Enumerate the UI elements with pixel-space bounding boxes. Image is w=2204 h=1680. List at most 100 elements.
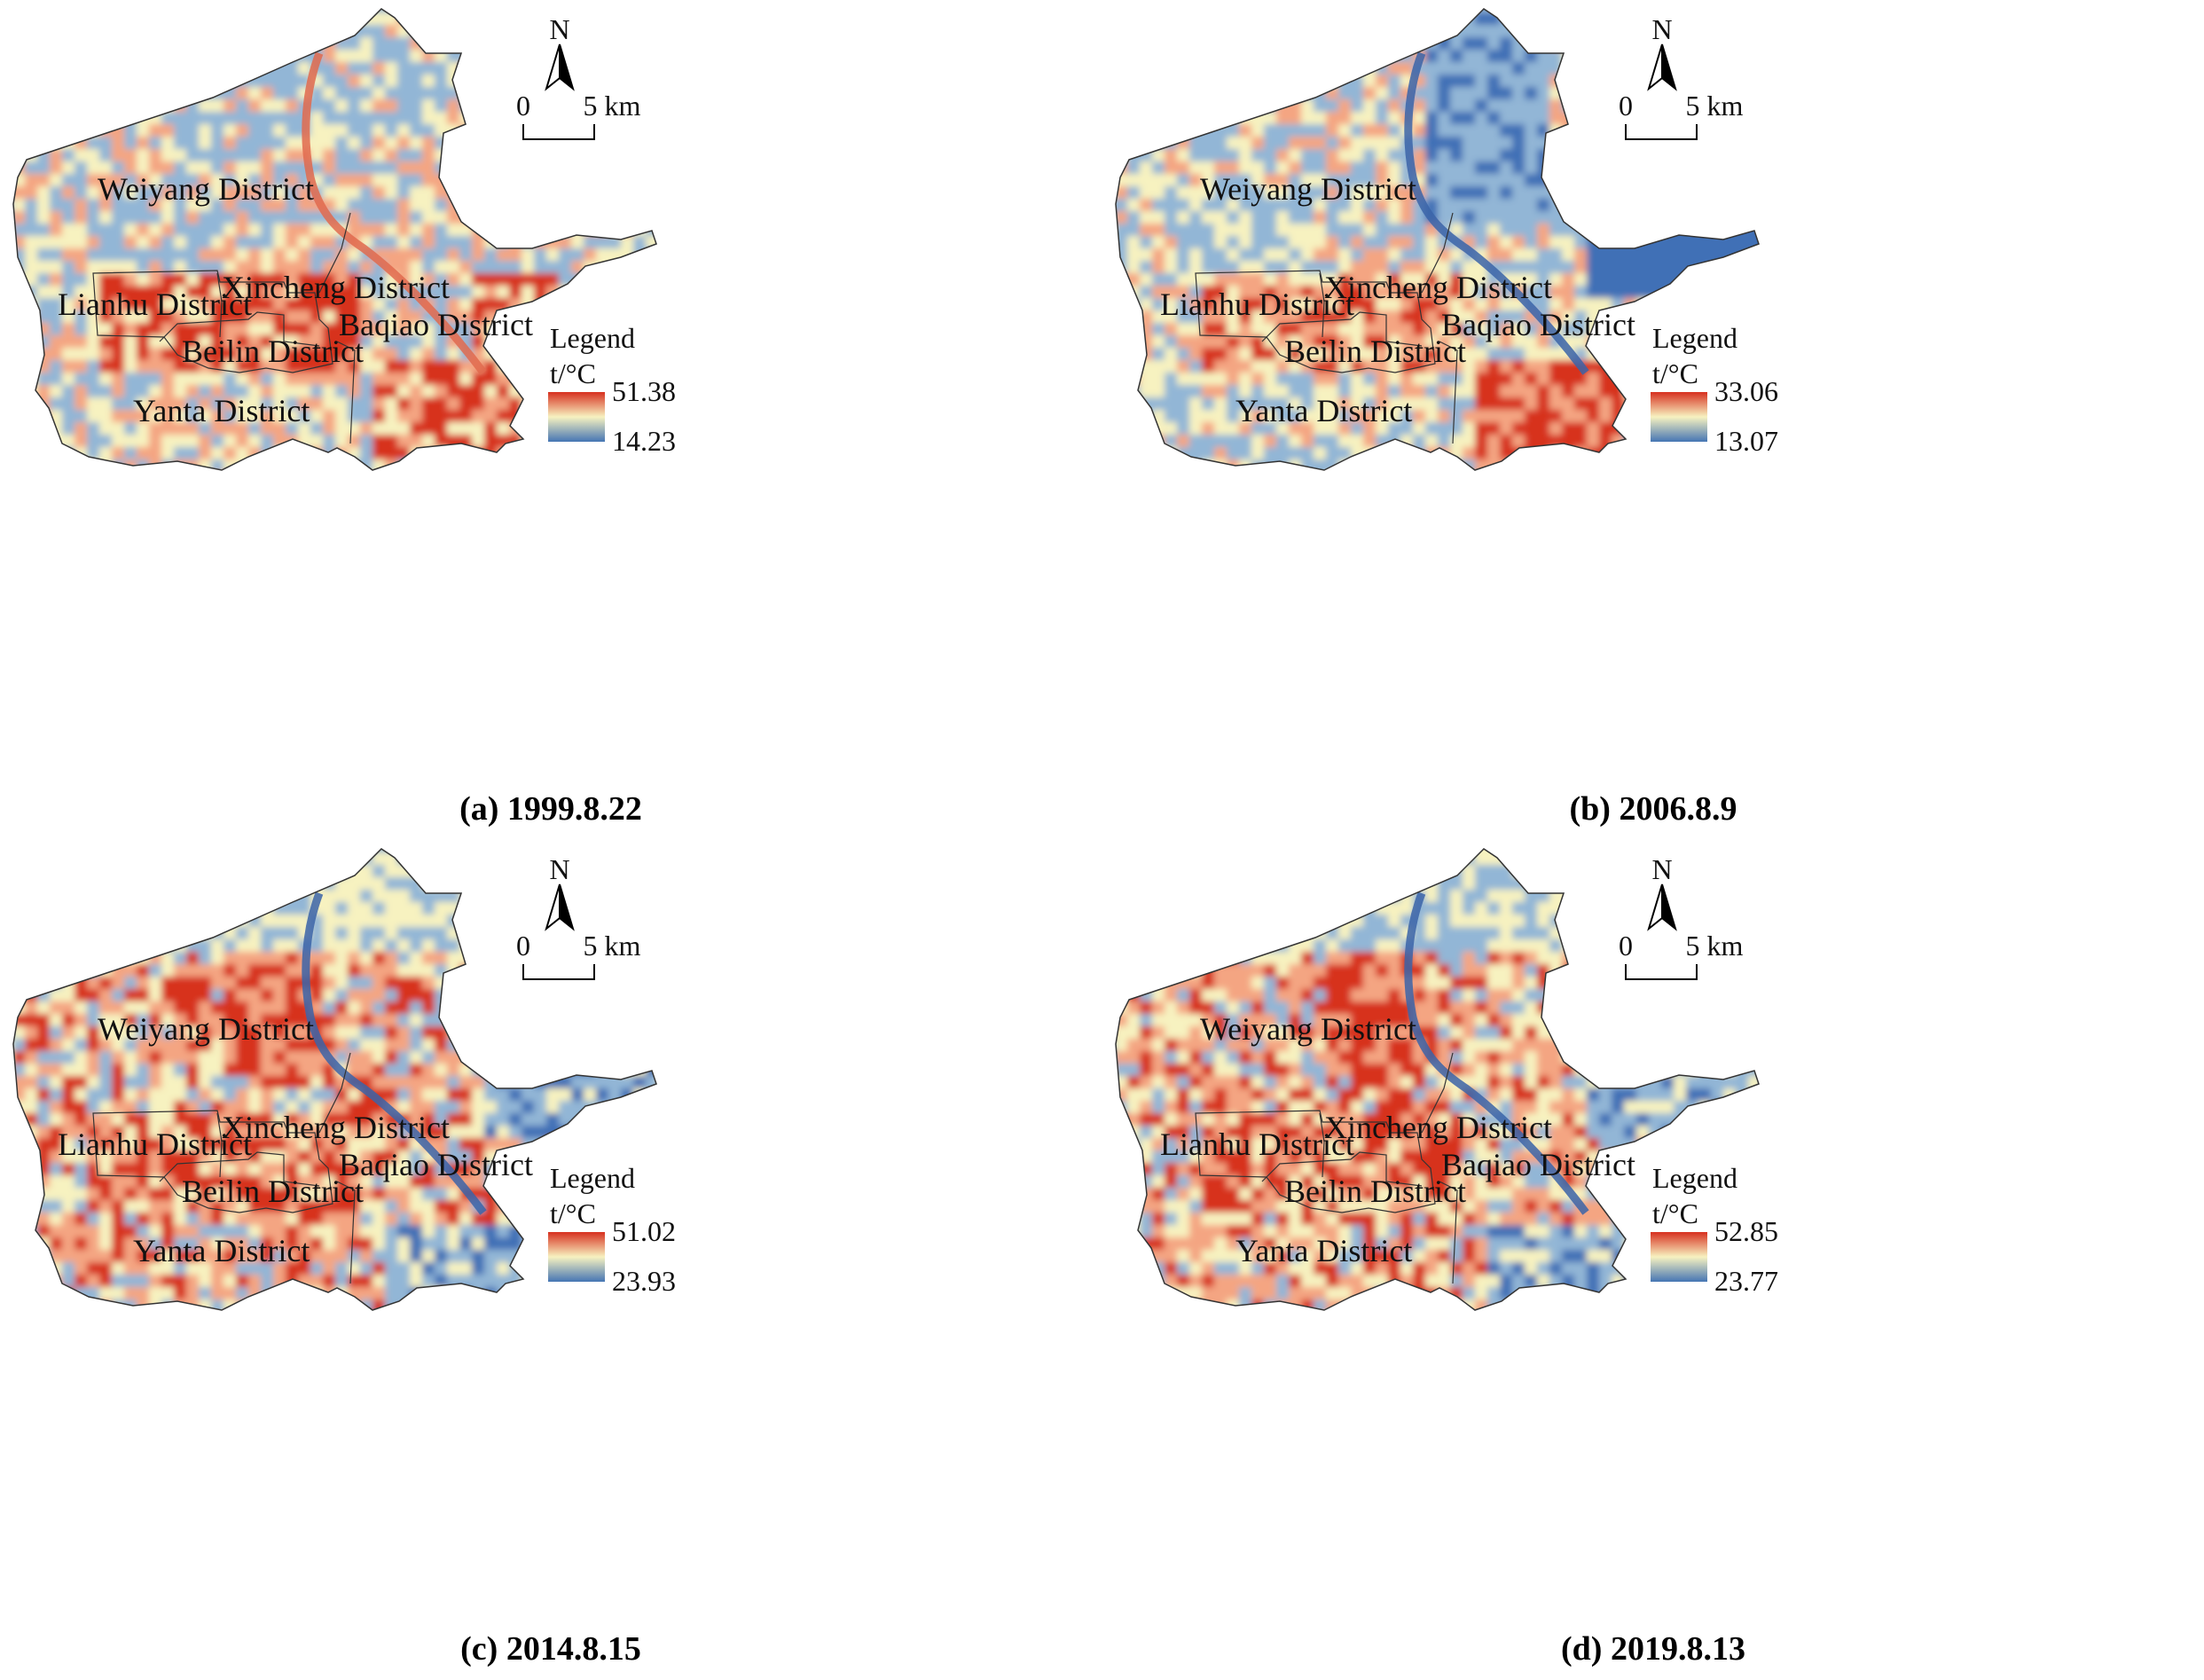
inner-boundaries — [216, 212, 356, 444]
scale-five-label: 5 km — [1686, 930, 1744, 962]
legend-unit: t/°C — [1652, 357, 1698, 389]
river-line — [1404, 51, 1589, 375]
legend-min-value: 13.07 — [1714, 425, 1778, 457]
river-line — [302, 891, 487, 1215]
scale-five-label: 5 km — [584, 930, 641, 962]
legend-unit: t/°C — [1652, 1197, 1698, 1229]
scale-bar: 0 5 km — [516, 930, 641, 980]
north-arrow-icon: N — [1647, 853, 1677, 931]
legend-max-value: 33.06 — [1714, 375, 1778, 407]
legend-max-value: 51.02 — [612, 1215, 676, 1247]
beilin-boundary — [159, 1151, 320, 1187]
district-label-beilin: Beilin District — [182, 1174, 364, 1209]
scale-five-label: 5 km — [1686, 90, 1744, 122]
district-label-beilin: Beilin District — [182, 334, 364, 369]
panel-caption-d: (d) 2019.8.13 — [1561, 1630, 1745, 1668]
lst-map-a: Weiyang District Lianhu DistrictXincheng … — [12, 8, 676, 471]
district-label-weiyang: Weiyang District — [98, 171, 314, 207]
inner-boundaries — [1319, 212, 1458, 444]
district-label-beilin: Beilin District — [1284, 1174, 1466, 1209]
district-label-baqiao: Baqiao District — [339, 1147, 533, 1182]
scale-bar: 0 5 km — [1619, 930, 1744, 980]
district-label-xincheng: Xincheng District — [1324, 1110, 1552, 1145]
north-label: N — [1651, 853, 1672, 885]
lst-map-c: Weiyang District Lianhu DistrictXincheng … — [12, 848, 676, 1311]
district-label-lianhu: Lianhu District — [58, 287, 252, 322]
district-label-xincheng: Xincheng District — [1324, 270, 1552, 305]
city-boundary — [12, 848, 657, 1311]
legend-min-value: 23.77 — [1714, 1265, 1778, 1297]
legend-color-ramp — [548, 392, 605, 442]
scale-zero-label: 0 — [1619, 90, 1633, 122]
legend-unit: t/°C — [550, 357, 596, 389]
lst-map-panel-b: Weiyang District Lianhu District Xincheng … — [1102, 0, 2204, 840]
north-arrow-icon: N — [545, 13, 575, 91]
scale-bar: 0 5 km — [516, 90, 641, 140]
district-label-baqiao: Baqiao District — [339, 307, 533, 342]
scale-bar: 0 5 km — [1619, 90, 1744, 140]
scale-zero-label: 0 — [516, 90, 530, 122]
river-line — [302, 51, 487, 375]
legend-title: Legend — [1652, 322, 1737, 354]
district-label-baqiao: Baqiao District — [1441, 1147, 1635, 1182]
district-label-xincheng: Xincheng District — [222, 1110, 450, 1145]
scale-zero-label: 0 — [516, 930, 530, 962]
panel-caption-a: (a) 1999.8.22 — [459, 790, 642, 828]
legend-title: Legend — [550, 322, 635, 354]
lst-map-d: Weiyang District Lianhu DistrictXincheng … — [1115, 848, 1778, 1311]
district-boundaries — [92, 1110, 333, 1213]
lst-map-panel-d: Weiyang District Lianhu District Xincheng … — [1102, 840, 2204, 1680]
legend-color-ramp — [1651, 1232, 1707, 1282]
city-boundary — [1115, 8, 1760, 471]
legend-title: Legend — [550, 1162, 635, 1194]
district-label-lianhu: Lianhu District — [1160, 287, 1354, 322]
legend-color-ramp — [548, 1232, 605, 1282]
lst-map-b: Weiyang District Lianhu DistrictXincheng … — [1115, 8, 1778, 471]
legend-min-value: 14.23 — [612, 425, 676, 457]
lst-map-panel-c: Weiyang District Lianhu District Xincheng … — [0, 840, 1102, 1680]
district-label-yanta: Yanta District — [1235, 1233, 1412, 1268]
scale-zero-label: 0 — [1619, 930, 1633, 962]
district-label-yanta: Yanta District — [133, 1233, 310, 1268]
legend-unit: t/°C — [550, 1197, 596, 1229]
district-label-yanta: Yanta District — [1235, 393, 1412, 428]
district-label-weiyang: Weiyang District — [98, 1011, 314, 1047]
district-boundaries — [92, 270, 333, 373]
beilin-boundary — [1261, 311, 1423, 347]
district-label-weiyang: Weiyang District — [1200, 171, 1416, 207]
district-boundaries — [1195, 270, 1436, 373]
district-label-weiyang: Weiyang District — [1200, 1011, 1416, 1047]
north-label: N — [549, 13, 569, 45]
city-boundary — [1115, 848, 1760, 1311]
city-boundary — [12, 8, 657, 471]
panel-caption-b: (b) 2006.8.9 — [1569, 790, 1737, 828]
north-label: N — [1651, 13, 1672, 45]
north-label: N — [549, 853, 569, 885]
scale-five-label: 5 km — [584, 90, 641, 122]
river-line — [1404, 891, 1589, 1215]
district-label-xincheng: Xincheng District — [222, 270, 450, 305]
beilin-boundary — [1261, 1151, 1423, 1187]
district-label-baqiao: Baqiao District — [1441, 307, 1635, 342]
beilin-boundary — [159, 311, 320, 347]
district-boundaries — [1195, 1110, 1436, 1213]
inner-boundaries — [216, 1052, 356, 1284]
legend-max-value: 52.85 — [1714, 1215, 1778, 1247]
lst-map-panel-a: Weiyang District Lianhu District Xincheng … — [0, 0, 1102, 840]
legend-color-ramp — [1651, 392, 1707, 442]
legend-min-value: 23.93 — [612, 1265, 676, 1297]
north-arrow-icon: N — [1647, 13, 1677, 91]
legend-max-value: 51.38 — [612, 375, 676, 407]
inner-boundaries — [1319, 1052, 1458, 1284]
district-label-beilin: Beilin District — [1284, 334, 1466, 369]
legend-title: Legend — [1652, 1162, 1737, 1194]
district-label-yanta: Yanta District — [133, 393, 310, 428]
north-arrow-icon: N — [545, 853, 575, 931]
panel-caption-c: (c) 2014.8.15 — [460, 1630, 641, 1668]
district-label-lianhu: Lianhu District — [1160, 1127, 1354, 1162]
district-label-lianhu: Lianhu District — [58, 1127, 252, 1162]
